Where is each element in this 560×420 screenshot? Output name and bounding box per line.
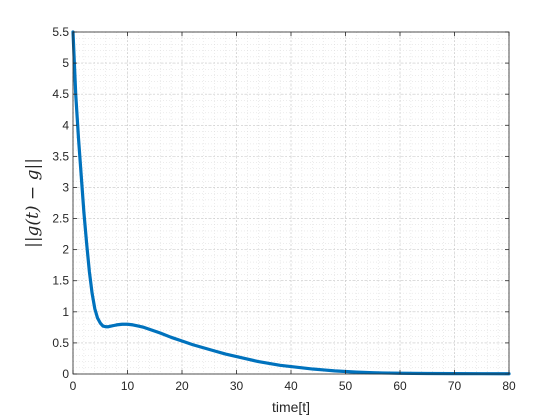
x-tick-label: 50 xyxy=(339,379,353,393)
x-tick-label: 40 xyxy=(284,379,298,393)
y-tick-label: 1 xyxy=(62,305,69,319)
x-tick-label: 60 xyxy=(393,379,407,393)
x-axis: 0 10 20 30 40 50 60 70 80 xyxy=(70,32,516,393)
y-tick-label: 5.5 xyxy=(52,25,69,39)
y-tick-label: 4.5 xyxy=(52,87,69,101)
y-axis-label: ||g(t) − g|| xyxy=(23,158,43,248)
x-tick-label: 20 xyxy=(175,379,189,393)
x-tick-label: 80 xyxy=(502,379,516,393)
x-tick-label: 70 xyxy=(448,379,462,393)
y-tick-label: 3.5 xyxy=(52,149,69,163)
y-tick-label: 2 xyxy=(62,243,69,257)
y-tick-label: 4 xyxy=(62,118,69,132)
x-tick-label: 30 xyxy=(230,379,244,393)
y-tick-label: 3 xyxy=(62,180,69,194)
x-tick-label: 10 xyxy=(121,379,135,393)
y-tick-label: 2.5 xyxy=(52,212,69,226)
y-tick-label: 1.5 xyxy=(52,274,69,288)
y-tick-label: 0 xyxy=(62,367,69,381)
series-layer xyxy=(71,30,511,376)
y-axis: 0 0.5 1 1.5 2 2.5 3 3.5 4 4.5 5 5.5 xyxy=(52,25,509,381)
y-tick-label: 0.5 xyxy=(52,336,69,350)
series-line-0 xyxy=(71,30,511,376)
y-tick-label: 5 xyxy=(62,56,69,70)
x-tick-label: 0 xyxy=(70,379,77,393)
x-axis-label: time[t] xyxy=(272,399,310,415)
